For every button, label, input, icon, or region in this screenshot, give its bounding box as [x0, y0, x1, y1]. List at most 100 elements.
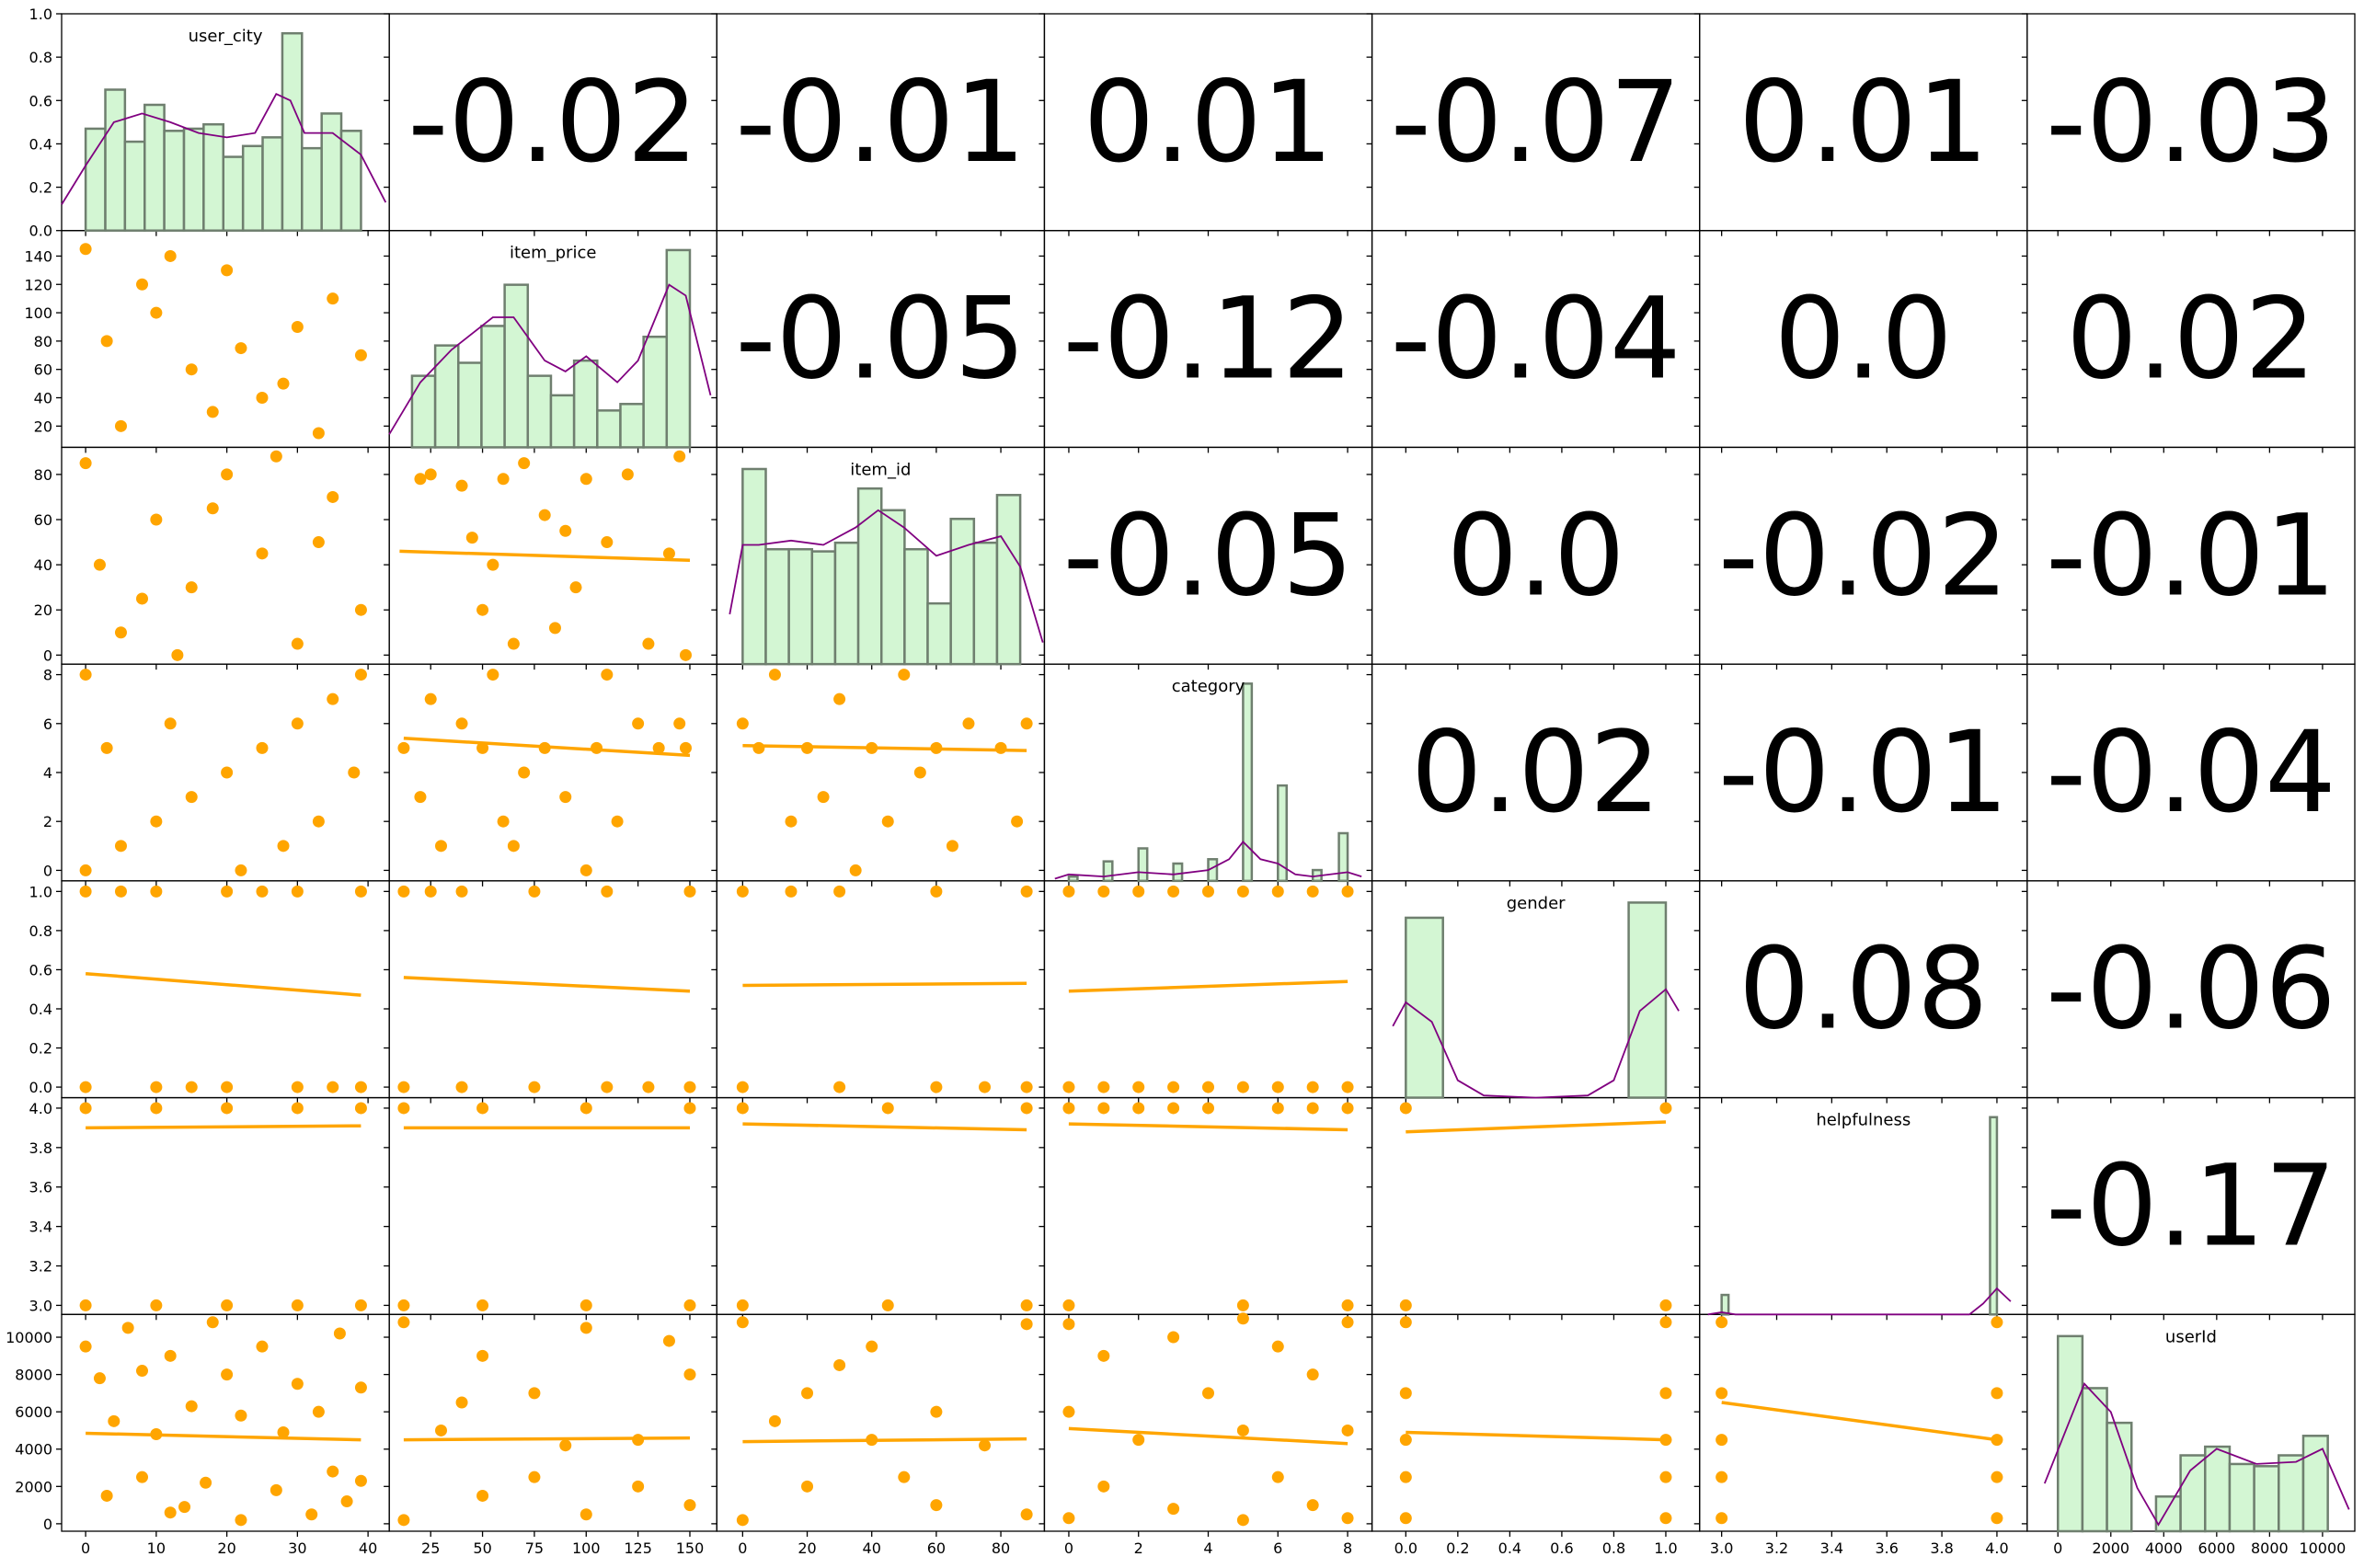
x-tick-label: 75 [525, 1539, 544, 1557]
x-tick-label: 8000 [2251, 1539, 2289, 1557]
scatter-point [518, 457, 531, 470]
hist-bar [320, 112, 343, 232]
y-tick-label: 0.8 [29, 49, 52, 66]
scatter-point [327, 490, 339, 503]
scatter-point [79, 864, 92, 876]
scatter-point [1167, 1331, 1180, 1344]
hist-bar [526, 374, 553, 449]
scatter-panel [399, 450, 692, 661]
correlation-label: -0.01 [736, 57, 1027, 188]
scatter-point [1132, 1102, 1145, 1115]
scatter-point [1659, 1299, 1672, 1311]
scatter-point [93, 558, 106, 571]
scatter-point [291, 717, 304, 730]
scatter-point [150, 1102, 163, 1115]
scatter-point [1020, 1299, 1033, 1311]
scatter-point [424, 468, 437, 481]
scatter-point [1167, 885, 1180, 898]
kde-curve [1392, 988, 1680, 1099]
y-tick-label: 0.0 [29, 223, 52, 240]
scatter-point [1236, 1514, 1249, 1527]
regression-line [1406, 1430, 1667, 1442]
scatter-point [270, 1483, 282, 1496]
scatter-point [1991, 1387, 2003, 1400]
hist-bar [339, 130, 362, 232]
scatter-point [340, 1495, 353, 1508]
scatter-point [150, 306, 163, 319]
scatter-point [642, 637, 655, 650]
y-tick-label: 0.2 [29, 179, 52, 197]
scatter-point [291, 1299, 304, 1311]
y-tick-label: 3.6 [29, 1179, 52, 1196]
scatter-point [1020, 1318, 1033, 1331]
scatter-point [150, 815, 163, 828]
scatter-point [801, 1480, 814, 1493]
scatter-point [569, 581, 582, 594]
scatter-point [171, 648, 184, 661]
x-tick-label: 30 [288, 1539, 306, 1557]
hist-bar [1337, 831, 1349, 883]
y-tick-label: 0 [43, 1516, 52, 1533]
scatter-point [114, 840, 127, 853]
correlation-label: 0.02 [2066, 274, 2316, 405]
scatter-point [559, 1439, 572, 1452]
scatter-point [621, 468, 634, 481]
correlation-label: 0.01 [1739, 57, 1989, 188]
x-tick-label: 2000 [2092, 1539, 2129, 1557]
y-tick-label: 10000 [6, 1329, 52, 1346]
scatter-panel [397, 885, 696, 1093]
scatter-point [397, 1102, 410, 1115]
scatter-point [801, 1387, 814, 1400]
scatter-point [1659, 1512, 1672, 1525]
correlation-label: 0.02 [1411, 707, 1661, 838]
y-tick-label: 6 [43, 715, 52, 733]
scatter-point [114, 419, 127, 432]
scatter-point [580, 1299, 592, 1311]
y-tick-label: 0.6 [29, 92, 52, 109]
scatter-point [683, 1368, 696, 1381]
scatter-point [235, 864, 247, 876]
correlation-label: -0.01 [2046, 490, 2336, 621]
scatter-point [673, 717, 686, 730]
cell-frame [388, 1096, 717, 1315]
hist-bar [1989, 1116, 1999, 1316]
regression-line [86, 1124, 361, 1130]
hist-bar [926, 601, 952, 666]
y-tick-label: 4.0 [29, 1100, 52, 1117]
y-tick-label: 2000 [15, 1478, 52, 1495]
regression-line [403, 976, 691, 993]
correlation-label: -0.04 [1391, 274, 1681, 405]
scatter-point [559, 524, 572, 537]
scatter-point [979, 1081, 992, 1093]
scatter-panel [397, 1102, 696, 1311]
scatter-panel [1399, 1316, 1672, 1525]
hist-bar [410, 374, 437, 449]
hist-bar [2106, 1421, 2133, 1533]
scatter-point [487, 669, 499, 681]
x-tick-label: 2 [1134, 1539, 1143, 1557]
scatter-point [673, 450, 686, 463]
x-tick-label: 3.2 [1765, 1539, 1788, 1557]
scatter-point [1062, 1102, 1075, 1115]
hist-bar [241, 144, 264, 232]
scatter-point [1306, 885, 1319, 898]
correlation-label: -0.04 [2046, 707, 2336, 838]
scatter-point [1271, 1471, 1284, 1483]
scatter-point [79, 457, 92, 470]
x-tick-label: 0 [81, 1539, 90, 1557]
scatter-point [277, 840, 290, 853]
scatter-point [736, 1081, 749, 1093]
y-tick-label: 20 [34, 601, 52, 619]
scatter-point [1341, 885, 1354, 898]
scatter-panel [397, 669, 692, 876]
correlation-label: -0.17 [2046, 1140, 2336, 1271]
hist-bar [879, 509, 906, 666]
scatter-point [327, 692, 339, 705]
scatter-point [291, 637, 304, 650]
cell-frame [716, 663, 1046, 882]
y-tick-label: 0.4 [29, 135, 52, 153]
scatter-point [206, 1316, 219, 1329]
scatter-point [221, 885, 234, 898]
cell-frame [716, 880, 1046, 1099]
hist-bar [123, 140, 146, 232]
